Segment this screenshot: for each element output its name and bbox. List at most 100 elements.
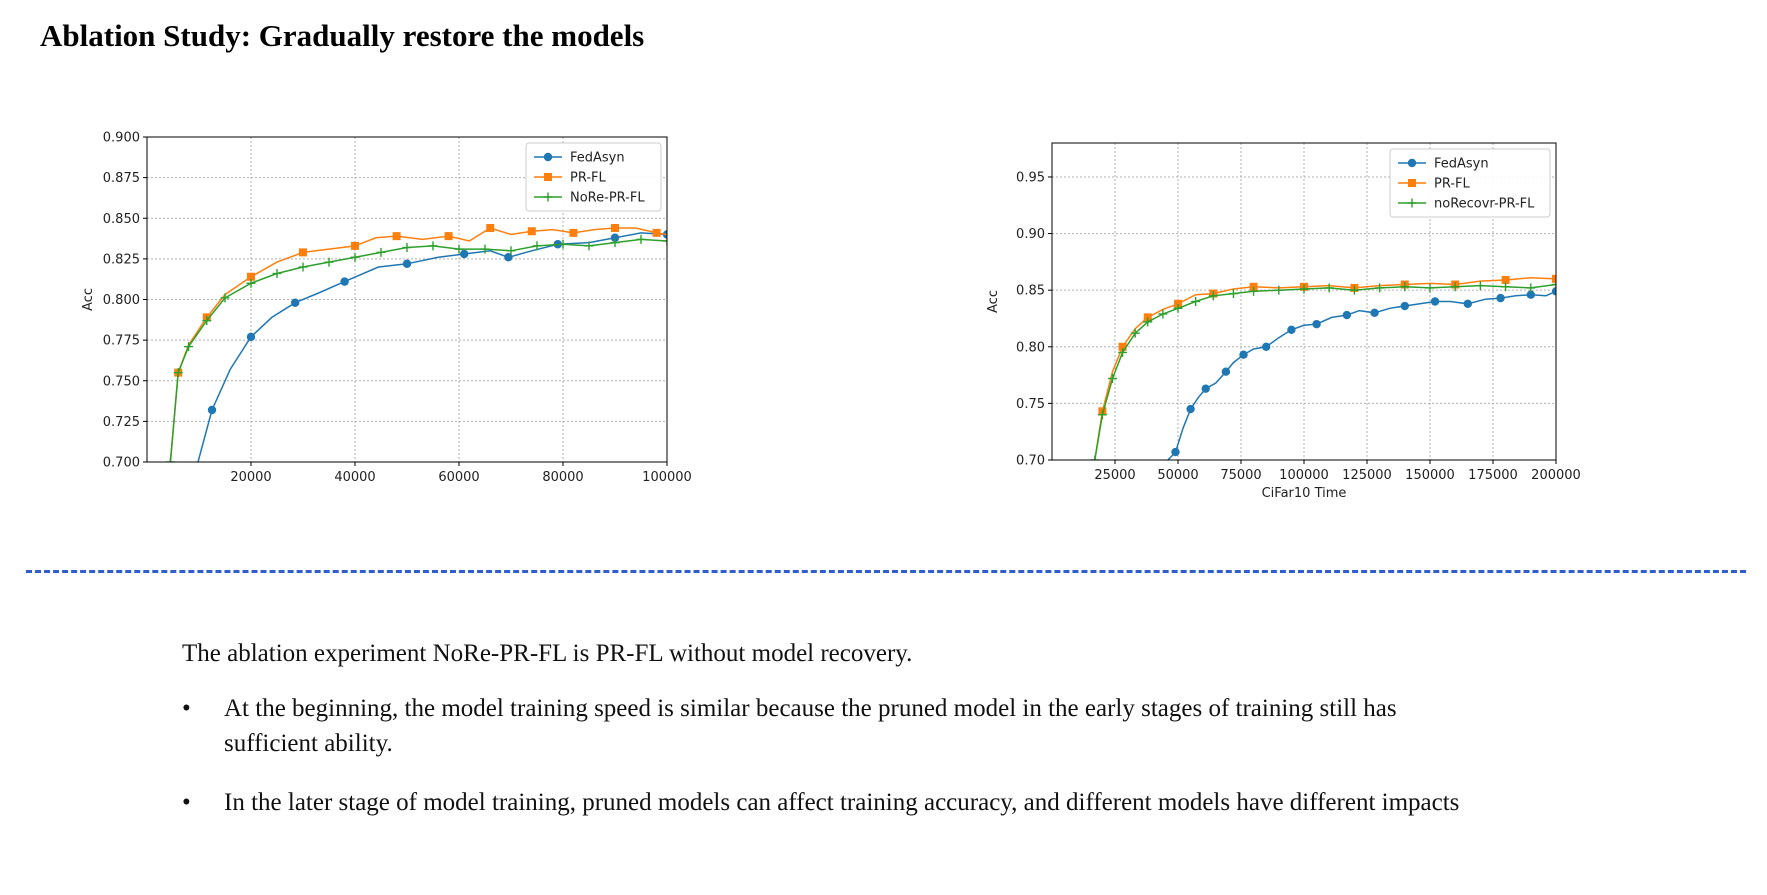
y-tick-label: 0.775 [103,334,140,349]
y-tick-label: 0.850 [103,212,140,227]
data-point [1262,342,1271,351]
data-point [527,227,536,236]
x-tick-label: 200000 [1531,468,1581,483]
data-point [1425,283,1435,293]
x-tick-label: 175000 [1468,468,1518,483]
data-point [184,342,194,352]
bullet-item: • At the beginning, the model training s… [182,691,1482,761]
bullet-dot: • [182,789,191,816]
data-point [1208,291,1218,301]
data-point [1400,282,1410,292]
data-point [1299,284,1309,294]
legend-box [1389,148,1551,218]
data-point [298,262,308,272]
data-point [486,224,495,232]
legend: FedAsyn PR-FL noRecovr-PR-FL [1389,148,1551,218]
slide-body: The ablation experiment NoRe-PR-FL is PR… [182,636,1482,844]
data-point [350,252,360,262]
chart-right: 25000 50000 75000 100000 125000 150000 175000 2… [986,142,1581,501]
data-point [1171,447,1180,457]
data-point [1186,404,1195,414]
x-tick-label: 150000 [1405,468,1455,483]
bullet-text: At the beginning, the model training spe… [224,695,1397,757]
series-line [169,238,667,462]
intro-text: The ablation experiment NoRe-PR-FL is PR… [182,640,913,667]
data-point [324,257,334,267]
data-point [558,239,568,249]
data-point [1173,303,1183,313]
data-point [1407,158,1417,168]
series-fedasyn [1167,287,1556,460]
data-point [652,228,661,237]
data-point [1249,282,1258,291]
y-tick-label: 0.825 [103,252,140,267]
data-point [246,332,256,342]
data-point [543,152,553,162]
data-point [1174,299,1182,308]
data-point [340,277,349,286]
data-point [1191,297,1201,306]
y-tick-label: 0.80 [1016,340,1045,355]
data-point [543,192,553,202]
data-point [392,232,401,241]
data-point [506,246,516,256]
legend: FedAsyn PR-FL NoRe-PR-FL [525,142,662,212]
y-axis-label: Acc [986,290,1001,313]
data-point [636,234,646,244]
data-point [544,173,552,181]
x-tick-label: 40000 [334,470,375,485]
y-tick-label: 0.700 [103,456,140,471]
y-tick-label: 0.875 [103,171,140,186]
data-point [1463,299,1472,308]
data-point [1430,297,1440,306]
data-point [1090,455,1100,460]
data-point [610,238,620,248]
x-tick-label: 20000 [230,470,271,485]
data-point [532,241,542,251]
legend-label: FedAsyn [1434,157,1489,172]
data-point [1496,293,1505,303]
series-line [1094,283,1556,460]
data-point [376,247,386,257]
data-point [1118,342,1127,351]
data-point [207,405,217,415]
data-point [165,457,175,462]
data-point [351,241,359,250]
data-point [1407,198,1417,208]
data-point [1274,285,1284,295]
x-tick-label: 125000 [1342,468,1392,483]
data-point [1249,286,1259,296]
data-point [1287,325,1296,335]
y-tick-label: 0.750 [103,374,140,389]
data-point [1370,308,1379,318]
data-point [1349,285,1359,295]
x-tick-label: 25000 [1094,468,1135,483]
data-point [611,224,619,232]
data-point [1118,347,1128,357]
data-point [1143,317,1153,327]
data-point [246,278,256,288]
data-point [444,232,453,241]
data-point [272,269,282,278]
y-tick-label: 0.95 [1016,170,1045,185]
data-point [220,293,230,303]
data-point [1526,290,1535,299]
bullet-text: In the later stage of model training, pr… [224,789,1460,816]
series-norecovr-pr-fl [1090,280,1556,460]
data-point [1324,283,1334,293]
data-point [1408,179,1416,187]
series-fedasyn [197,230,667,462]
legend-label: noRecovr-PR-FL [1434,197,1535,212]
data-point [402,243,412,252]
x-tick-label: 50000 [1157,468,1198,483]
y-axis-label: Acc [81,288,96,311]
data-point [202,316,212,326]
data-point [1450,282,1460,292]
y-tick-label: 0.725 [103,415,140,430]
section-divider [26,570,1746,573]
series-line [169,227,667,462]
data-point [460,249,469,259]
data-point [1107,373,1117,383]
bullet-item: • In the later stage of model training, … [182,785,1482,820]
data-point [1228,289,1238,299]
